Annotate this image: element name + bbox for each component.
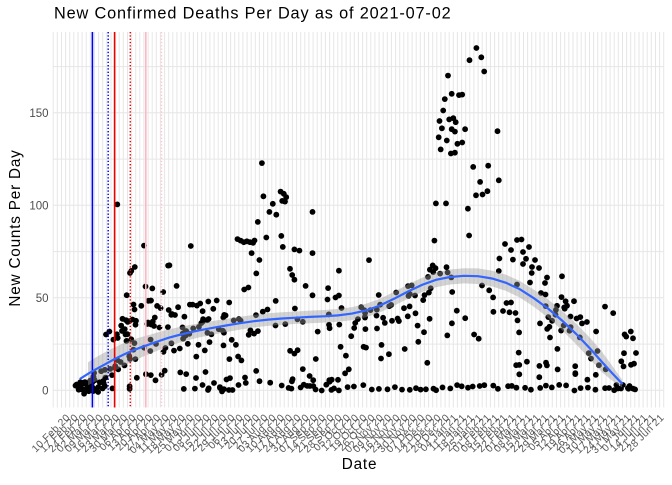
svg-text:0: 0 bbox=[42, 385, 48, 397]
svg-text:Date: Date bbox=[342, 456, 378, 473]
svg-text:New Confirmed Deaths Per Day a: New Confirmed Deaths Per Day as of 2021-… bbox=[54, 5, 452, 23]
svg-text:New Counts Per Day: New Counts Per Day bbox=[7, 149, 24, 306]
svg-text:50: 50 bbox=[36, 293, 49, 305]
svg-text:150: 150 bbox=[29, 108, 48, 120]
svg-text:100: 100 bbox=[29, 200, 48, 212]
